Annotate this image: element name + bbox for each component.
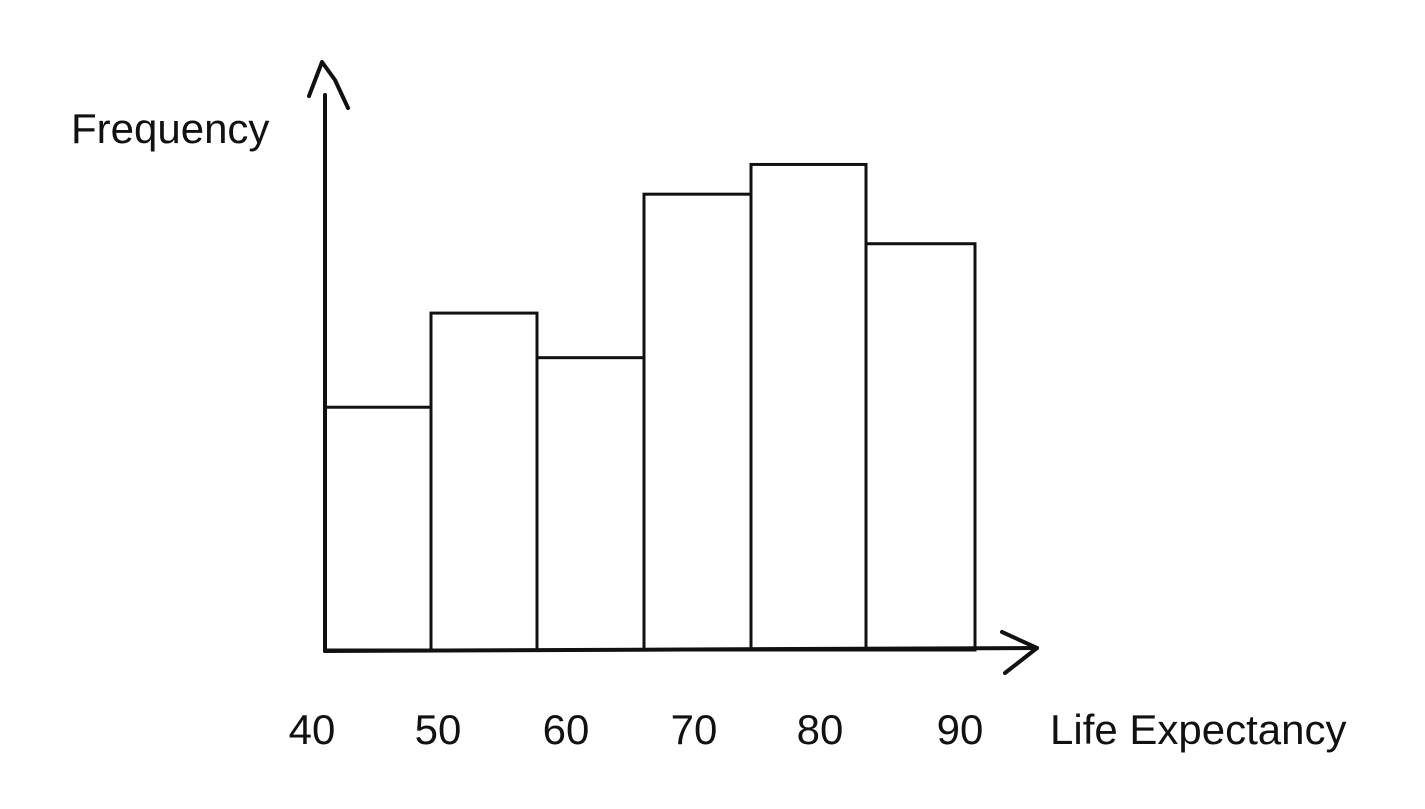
- x-tick-label: 50: [415, 706, 462, 753]
- histogram-bar: [323, 405, 433, 652]
- x-tick-label: 90: [937, 706, 984, 753]
- bars-group: [323, 162, 977, 652]
- x-tick-label: 70: [671, 706, 718, 753]
- histogram-bar: [864, 242, 977, 652]
- x-tick-label: 40: [289, 706, 336, 753]
- x-tick-label: 60: [543, 706, 590, 753]
- histogram-bar: [749, 162, 868, 652]
- x-axis-label: Life Expectancy: [1050, 706, 1347, 753]
- x-tick-labels-group: 40 50 60 70 80 90: [289, 706, 984, 753]
- x-axis-line: [323, 646, 1039, 653]
- histogram-bar: [429, 311, 539, 652]
- y-axis-label: Frequency: [71, 105, 269, 152]
- x-axis-arrow-icon: [1000, 630, 1039, 675]
- y-axis-arrow-icon: [307, 60, 350, 110]
- x-tick-label: 80: [797, 706, 844, 753]
- histogram-bar: [642, 192, 753, 652]
- histogram-bar: [535, 356, 646, 652]
